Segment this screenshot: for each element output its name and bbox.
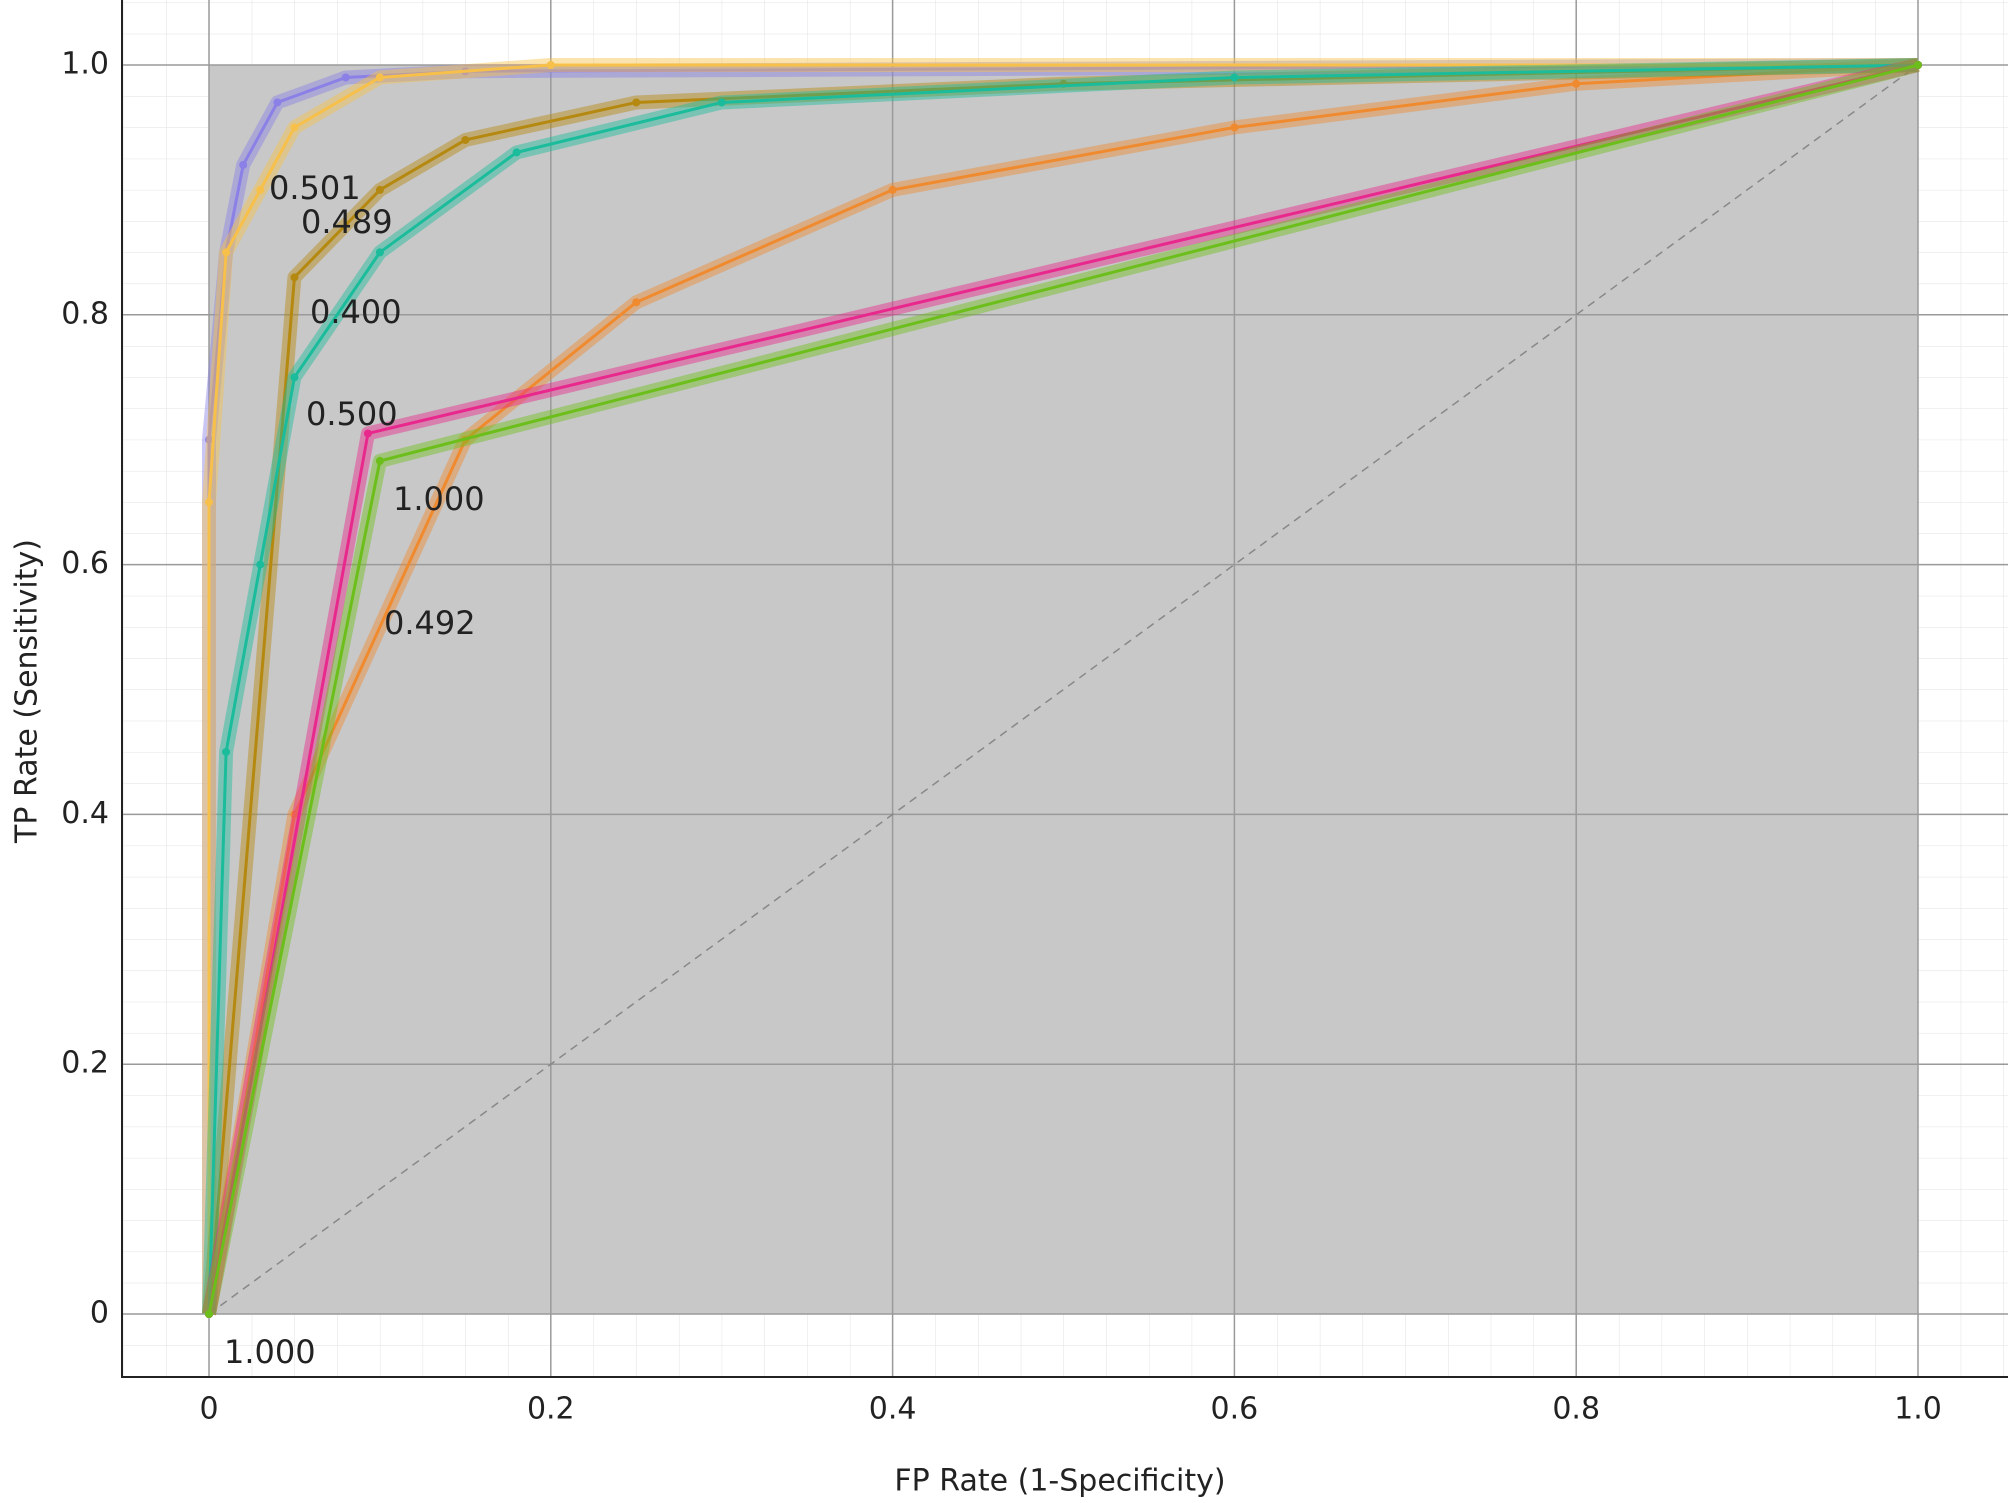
- x-tick-label: 0: [199, 1392, 218, 1427]
- x-tick-label: 0.4: [869, 1392, 917, 1427]
- point: [375, 73, 384, 82]
- x-tick-label: 0.6: [1211, 1392, 1259, 1427]
- curves: [202, 58, 1922, 1318]
- threshold-label: 0.400: [310, 293, 402, 331]
- point: [363, 429, 372, 438]
- point: [205, 435, 213, 444]
- point: [546, 61, 555, 69]
- point: [1230, 73, 1239, 82]
- x-tick-label: 1.0: [1894, 1392, 1942, 1427]
- point: [341, 73, 350, 82]
- point: [273, 98, 282, 107]
- curve: [207, 63, 1918, 1314]
- point: [632, 98, 641, 107]
- x-tick-label: 0.2: [527, 1392, 575, 1427]
- point: [256, 185, 265, 194]
- point: [222, 248, 231, 257]
- point: [375, 456, 384, 465]
- threshold-label: 0.489: [301, 203, 393, 241]
- point: [717, 98, 726, 107]
- threshold-label: 1.000: [224, 1333, 316, 1371]
- point: [290, 273, 299, 282]
- threshold-label: 0.492: [384, 604, 476, 642]
- point: [461, 135, 470, 144]
- y-tick-label: 0.4: [61, 796, 109, 831]
- point: [205, 498, 213, 507]
- point: [222, 747, 231, 756]
- point: [1230, 123, 1239, 132]
- point: [375, 185, 384, 194]
- point: [632, 298, 641, 307]
- y-tick-label: 0.8: [61, 296, 109, 331]
- x-tick-label: 0.8: [1552, 1392, 1600, 1427]
- y-tick-label: 0.2: [61, 1046, 109, 1081]
- point: [888, 185, 897, 194]
- y-tick-label: 0.6: [61, 546, 109, 581]
- point: [290, 810, 299, 819]
- point: [1914, 61, 1922, 69]
- y-axis-title: TP Rate (Sensitivity): [10, 539, 45, 844]
- axes: [121, 0, 2008, 1378]
- x-axis-title: FP Rate (1-Specificity): [894, 1464, 1225, 1499]
- y-tick-label: 1.0: [61, 47, 109, 82]
- diagonal: [208, 64, 1919, 1315]
- point: [512, 148, 521, 157]
- point: [290, 373, 299, 382]
- y-tick-label: 0: [90, 1296, 109, 1331]
- threshold-label: 0.500: [306, 395, 398, 433]
- point: [205, 1310, 213, 1318]
- point: [256, 560, 265, 569]
- threshold-label: 1.000: [393, 480, 485, 518]
- point: [375, 248, 384, 257]
- threshold-label: 0.501: [269, 169, 361, 207]
- point: [1572, 79, 1581, 88]
- point: [290, 123, 299, 132]
- point: [239, 160, 248, 169]
